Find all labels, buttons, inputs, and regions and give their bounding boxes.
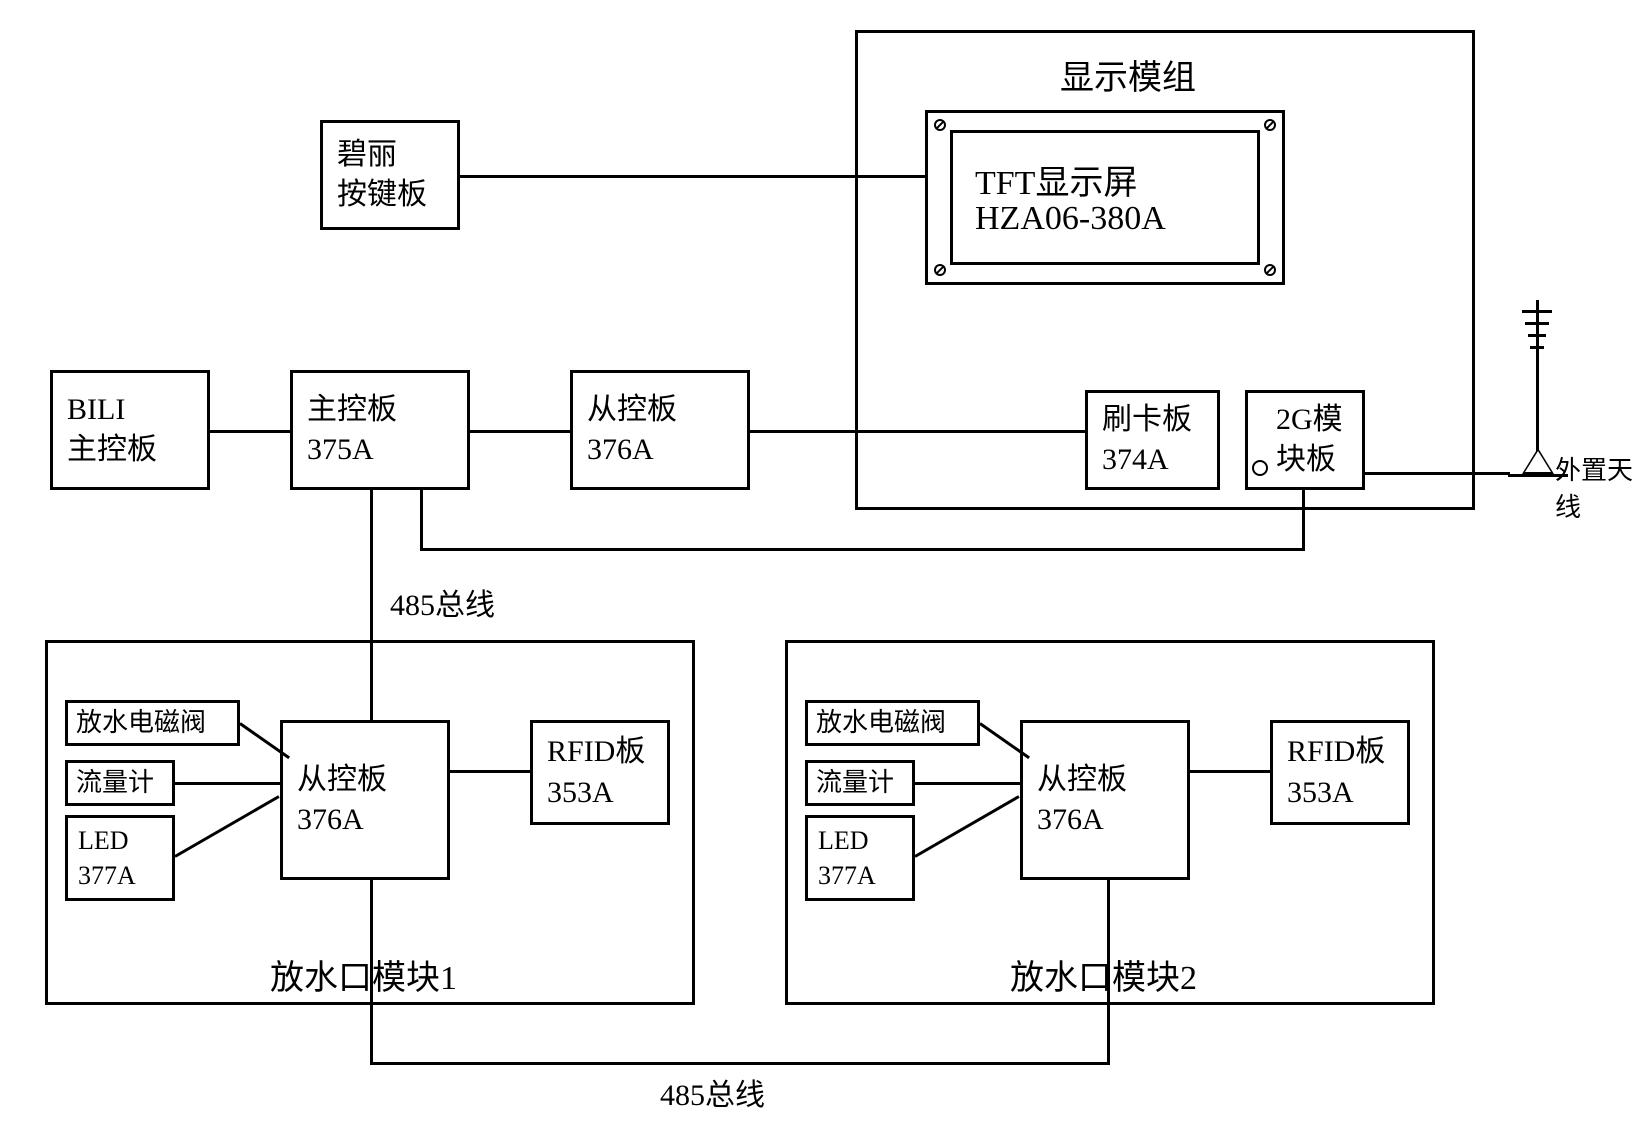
- edge-bus-bottom-v1: [370, 880, 373, 1065]
- tft-line1: TFT显示屏: [975, 155, 1137, 204]
- outlet2-flowmeter: 流量计: [805, 760, 915, 806]
- edge-main-modem-v2: [1302, 490, 1305, 550]
- edge-modem-antenna: [1365, 472, 1510, 475]
- bus-label-bottom: 485总线: [660, 1070, 765, 1114]
- edge-main-modem-v1: [420, 490, 423, 550]
- outlet1-valve: 放水电磁阀: [65, 700, 240, 746]
- edge-bus-bottom-h: [370, 1062, 1110, 1065]
- outlet2-valve: 放水电磁阀: [805, 700, 980, 746]
- keypad-l2: 按键板: [337, 175, 443, 216]
- modem-connector-icon: [1252, 460, 1268, 476]
- edge-slave-display: [750, 430, 1085, 433]
- bili-l2: 主控板: [67, 430, 193, 471]
- display-module-title: 显示模组: [1060, 50, 1196, 99]
- antenna-label: 外置天线: [1555, 450, 1651, 524]
- edge-main-modem-h: [420, 548, 1305, 551]
- bus-label-top: 485总线: [390, 580, 495, 624]
- outlet2-title: 放水口模块2: [1010, 950, 1197, 999]
- outlet2-slave-board: 从控板 376A: [1020, 720, 1190, 880]
- bili-main-board: BILI 主控板: [50, 370, 210, 490]
- outlet1-rfid-board: RFID板 353A: [530, 720, 670, 825]
- tft-line2: HZA06-380A: [975, 200, 1166, 238]
- bili-l1: BILI: [67, 390, 193, 431]
- modem-l1: 2G模: [1276, 400, 1348, 441]
- edge-bus-bottom-v2: [1107, 880, 1110, 1065]
- outlet2-rfid-board: RFID板 353A: [1270, 720, 1410, 825]
- modem-l2: 块板: [1276, 440, 1348, 481]
- card-reader-board: 刷卡板 374A: [1085, 390, 1220, 490]
- outlet2-led: LED 377A: [805, 815, 915, 901]
- edge-bili-main: [210, 430, 290, 433]
- outlet1-led: LED 377A: [65, 815, 175, 901]
- outlet1-title: 放水口模块1: [270, 950, 457, 999]
- edge-main-to-bus: [370, 490, 373, 720]
- main-control-board: 主控板 375A: [290, 370, 470, 490]
- outlet1-flowmeter: 流量计: [65, 760, 175, 806]
- card-reader-l2: 374A: [1102, 440, 1203, 481]
- slave-control-board-top: 从控板 376A: [570, 370, 750, 490]
- edge-o2-slave-rfid: [1190, 770, 1270, 773]
- edge-o2-flow-slave: [915, 782, 1020, 785]
- edge-o1-flow-slave: [175, 782, 280, 785]
- edge-main-slave: [470, 430, 570, 433]
- slave-top-l1: 从控板: [587, 390, 733, 431]
- card-reader-l1: 刷卡板: [1102, 400, 1203, 441]
- edge-keypad-tft: [460, 175, 925, 178]
- antenna-base-icon: [1522, 448, 1554, 474]
- slave-top-l2: 376A: [587, 430, 733, 471]
- edge-o1-slave-rfid: [450, 770, 530, 773]
- keypad-l1: 碧丽: [337, 135, 443, 176]
- outlet1-slave-board: 从控板 376A: [280, 720, 450, 880]
- keypad-board: 碧丽 按键板: [320, 120, 460, 230]
- main-ctrl-l1: 主控板: [307, 390, 453, 431]
- main-ctrl-l2: 375A: [307, 430, 453, 471]
